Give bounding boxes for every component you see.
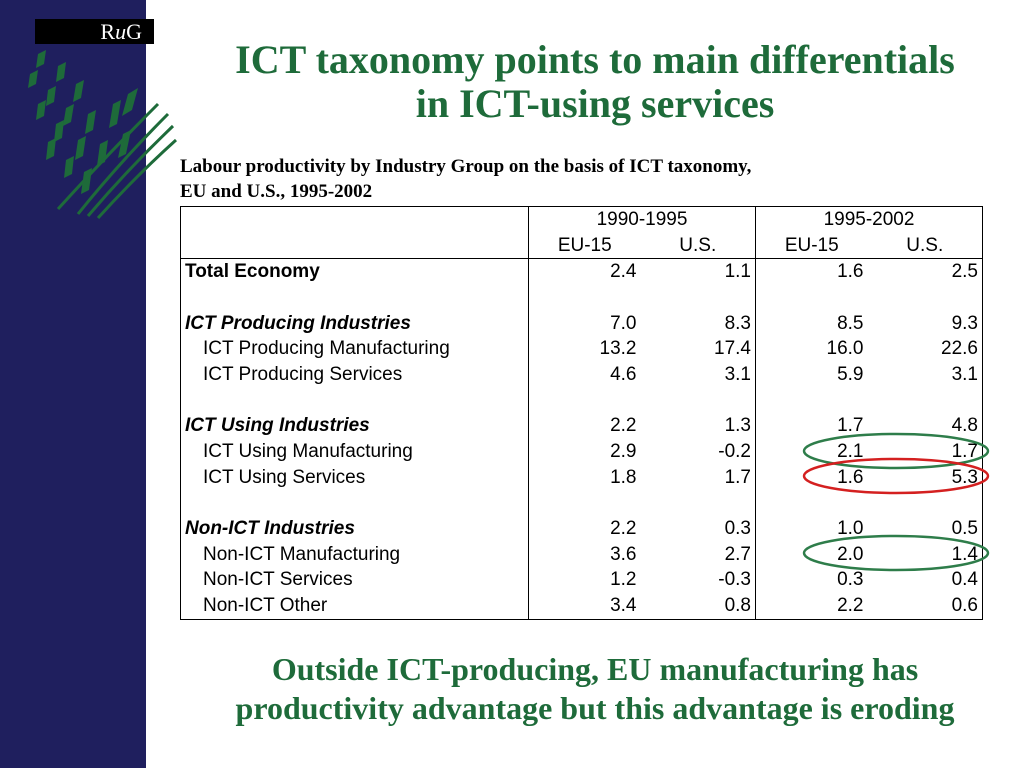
header-row-periods: 1990-1995 1995-2002 [180,205,983,233]
table-row: Non-ICT Other 3.4 0.8 2.2 0.6 [180,593,983,621]
conclusion-line-1: Outside ICT-producing, EU manufacturing … [271,651,919,687]
table-row: ICT Using Industries 2.2 1.3 1.7 4.8 [180,413,983,440]
value-cell: 3.1 [724,363,751,385]
value-cell: 1.8 [528,464,641,491]
caption-line-2: EU and U.S., 1995-2002 [180,181,373,202]
value-cell: 5.3 [867,464,983,491]
value-cell: 2.2 [528,516,641,542]
value-cell: 1.7 [755,413,868,440]
value-cell: 2.2 [528,413,641,440]
value-cell: 0.8 [640,593,756,621]
row-label: Non-ICT Industries [180,516,529,542]
table-row: ICT Producing Services 4.6 3.1 5.9 3.1 [180,362,983,388]
sidebar-band [0,0,146,768]
value-cell: 22.6 [867,336,983,363]
value-cell: 3.4 [528,593,641,621]
value-cell: 8.5 [755,310,868,337]
table-row: ICT Using Services 1.8 1.7 1.6 5.3 [180,464,983,491]
table-caption: Labour productivity by Industry Group on… [180,154,940,204]
table-row: Total Economy 2.4 1.1 1.6 2.5 [180,258,983,286]
value-cell: 1.6 [755,464,868,491]
value-cell: 0.3 [724,518,751,540]
rug-logo: RuG [35,19,154,44]
table-row: Non-ICT Manufacturing 3.6 2.7 2.0 1.4 [180,541,983,568]
value-cell: 0.4 [867,567,983,594]
table-row: ICT Producing Manufacturing 13.2 17.4 16… [180,336,983,363]
spacer-row [180,285,983,311]
value-cell: 1.7 [867,439,983,465]
row-label: Non-ICT Other [180,593,529,621]
table-row: Non-ICT Industries 2.2 0.3 1.0 0.5 [180,516,983,542]
row-label: ICT Producing Services [180,362,529,388]
value-cell: 1.1 [724,261,751,283]
value-cell: 13.2 [528,336,641,363]
value-cell: 9.3 [867,310,983,337]
table-row: ICT Using Manufacturing 2.9 -0.2 2.1 1.7 [180,439,983,465]
value-cell: 1.7 [724,466,751,488]
row-label: ICT Using Industries [180,413,529,440]
value-cell: 2.2 [755,593,868,621]
value-cell: 2.0 [755,541,868,568]
wheat-emblem-icon [28,50,178,220]
title-line-2: in ICT-using services [415,81,775,126]
table-row: Non-ICT Services 1.2 -0.3 0.3 0.4 [180,567,983,594]
row-label: ICT Producing Manufacturing [180,336,529,363]
value-cell: 0.6 [867,593,983,621]
value-cell: 2.5 [867,258,983,286]
value-cell: 3.6 [528,541,641,568]
period-header: 1990-1995 [528,205,756,233]
value-cell: 4.6 [528,362,641,388]
value-cell: 8.3 [724,312,751,334]
value-cell: 2.7 [724,543,751,565]
value-cell: 5.9 [755,362,868,388]
region-header: U.S. [867,232,983,260]
region-header: EU-15 [755,232,868,260]
value-cell: 2.1 [755,439,868,465]
value-cell: 3.1 [867,362,983,388]
header-row-regions: EU-15 U.S. EU-15 U.S. [180,232,983,260]
title-line-1: ICT taxonomy points to main differential… [235,37,955,82]
value-cell: 0.5 [867,516,983,542]
region-header: U.S. [640,232,756,260]
caption-line-1: Labour productivity by Industry Group on… [180,156,752,177]
value-cell: 16.0 [755,336,868,363]
value-cell: 4.8 [867,413,983,440]
value-cell: 17.4 [714,338,751,360]
row-label: Non-ICT Services [180,567,529,594]
value-cell: 2.9 [528,439,641,465]
region-header: EU-15 [528,232,641,260]
period-header: 1995-2002 [755,205,983,233]
conclusion-line-2: productivity advantage but this advantag… [235,690,955,726]
table-row: ICT Producing Industries 7.0 8.3 8.5 9.3 [180,310,983,337]
value-cell: 1.2 [528,567,641,594]
value-cell: -0.2 [718,441,751,463]
spacer-row [180,490,983,517]
value-cell: 0.3 [755,567,868,594]
value-cell: -0.3 [718,569,751,591]
row-label: Total Economy [180,258,529,286]
row-label: ICT Using Services [180,464,529,491]
row-label: ICT Producing Industries [180,310,529,337]
row-label: ICT Using Manufacturing [180,439,529,465]
productivity-table: 1990-1995 1995-2002 EU-15 U.S. EU-15 U.S… [180,205,983,621]
spacer-row [180,387,983,414]
row-label: Non-ICT Manufacturing [180,541,529,568]
value-cell: 1.0 [755,516,868,542]
value-cell: 7.0 [528,310,641,337]
value-cell: 1.3 [724,415,751,437]
value-cell: 2.4 [528,258,641,286]
value-cell: 1.4 [867,541,983,568]
conclusion-text: Outside ICT-producing, EU manufacturing … [170,650,1020,728]
value-cell: 1.6 [755,258,868,286]
slide-title: ICT taxonomy points to main differential… [170,38,1020,126]
